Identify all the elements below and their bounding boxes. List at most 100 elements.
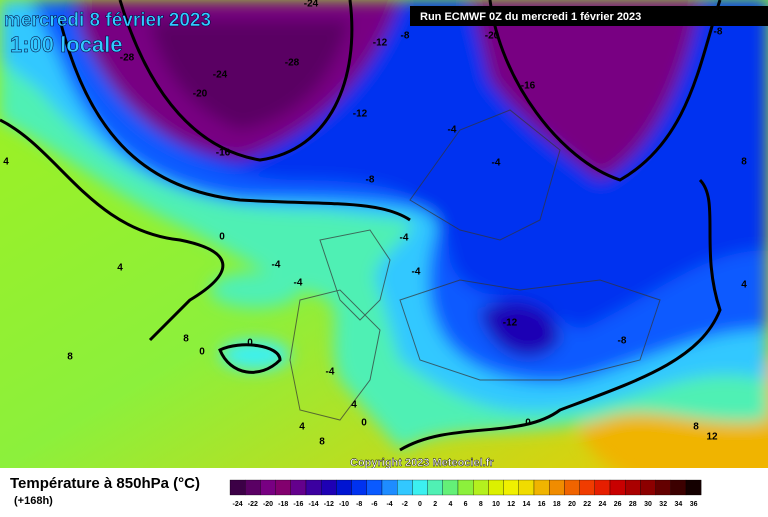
scale-swatch — [473, 479, 489, 496]
contour-label: -28 — [285, 58, 300, 69]
scale-swatch — [336, 479, 352, 496]
lead-time: (+168h) — [14, 495, 53, 507]
scale-label: 16 — [538, 501, 546, 508]
scale-label: -8 — [356, 501, 362, 508]
scale-label: 34 — [675, 501, 683, 508]
time: 1:00 locale — [10, 32, 123, 57]
scale-swatch — [351, 479, 367, 496]
scale-label: -22 — [248, 501, 258, 508]
contour-label: -4 — [492, 158, 501, 169]
contour-label: -4 — [412, 267, 421, 278]
scale-label: -4 — [386, 501, 392, 508]
contour-label: 12 — [706, 432, 718, 443]
scale-label: -12 — [324, 501, 334, 508]
scale-label: 0 — [418, 501, 422, 508]
contour-label: 4 — [741, 280, 747, 291]
contour-label: -4 — [326, 367, 335, 378]
scale-label: -14 — [309, 501, 319, 508]
scale-swatch — [412, 479, 428, 496]
contour-label: 0 — [199, 347, 205, 358]
contour-label: -20 — [193, 89, 208, 100]
scale-label: 26 — [614, 501, 622, 508]
scale-label: 22 — [583, 501, 591, 508]
scale-swatch — [655, 479, 671, 496]
contour-label: 8 — [693, 422, 699, 433]
contour-label: -8 — [366, 175, 375, 186]
scale-label: 36 — [690, 501, 698, 508]
scale-swatch — [533, 479, 550, 496]
contour-label: -4 — [272, 260, 281, 271]
scale-label: 14 — [523, 501, 531, 508]
contour-label: -16 — [216, 148, 231, 159]
scale-label: -16 — [293, 501, 303, 508]
scale-label: 8 — [479, 501, 483, 508]
scale-swatch — [381, 479, 398, 496]
contour-label: -12 — [373, 38, 388, 49]
contour-label: 0 — [219, 232, 225, 243]
scale-swatch — [640, 479, 656, 496]
scale-swatch — [290, 479, 307, 496]
contour-label: 8 — [183, 334, 189, 345]
scale-swatch — [397, 479, 413, 496]
contour-label: -20 — [485, 31, 500, 42]
copyright: Copyright 2023 Meteociel.fr — [350, 457, 494, 469]
scale-label: 12 — [507, 501, 515, 508]
color-scale: -24 -22 -20 -18 -16 -14 -12 -10 -8 -6 -4 -2 0 2 4 6 8 10 1… — [229, 479, 702, 508]
scale-label: 18 — [553, 501, 561, 508]
contour-label: -28 — [120, 53, 135, 64]
scale-swatch — [518, 479, 535, 496]
scale-swatch — [564, 479, 580, 496]
scale-label: -18 — [278, 501, 288, 508]
scale-label: 30 — [644, 501, 652, 508]
contour-label: -8 — [714, 27, 723, 38]
scale-swatch — [229, 479, 246, 496]
scale-swatch — [245, 479, 261, 496]
contour-label: 8 — [67, 352, 73, 363]
scale-label: -20 — [263, 501, 273, 508]
contour-label: 8 — [319, 437, 325, 448]
scale-swatch — [579, 479, 595, 496]
contour-label: -24 — [213, 70, 228, 81]
contour-label: 0 — [247, 338, 253, 349]
contour-label: -4 — [448, 125, 457, 136]
contour-label: 4 — [3, 157, 9, 168]
run-banner — [410, 6, 768, 26]
contour-label: 0 — [525, 418, 531, 429]
scale-swatch — [549, 479, 565, 496]
contour-labels: -24 -28 -24 -28 -20 -16 -12 -8 -20 -8 -12 -16 -8 -4 -4… — [3, 0, 747, 448]
scale-swatch — [625, 479, 641, 496]
contour-label: 0 — [361, 418, 367, 429]
scale-label: -10 — [339, 501, 349, 508]
scale-label: -6 — [371, 501, 377, 508]
scale-swatch — [609, 479, 626, 496]
scale-label: 10 — [492, 501, 500, 508]
scale-label: -2 — [402, 501, 408, 508]
scale-swatch — [366, 479, 383, 496]
contour-label: -24 — [304, 0, 319, 10]
map — [0, 0, 768, 490]
scale-label: 28 — [629, 501, 637, 508]
scale-swatch — [260, 479, 276, 496]
scale-label: 4 — [448, 501, 452, 508]
scale-label: 32 — [659, 501, 667, 508]
scale-swatch — [488, 479, 504, 496]
contour-label: -8 — [401, 31, 410, 42]
contour-label: 4 — [117, 263, 123, 274]
scale-swatch — [305, 479, 322, 496]
contour-label: -4 — [294, 278, 303, 289]
contour-label: -12 — [353, 109, 368, 120]
scale-label: 20 — [568, 501, 576, 508]
scale-swatch — [427, 479, 443, 496]
scale-swatch — [685, 479, 702, 496]
legend-title: Température à 850hPa (°C) — [10, 475, 200, 492]
scale-label: -24 — [233, 501, 243, 508]
scale-swatch — [457, 479, 474, 496]
contour-label: -4 — [400, 233, 409, 244]
contour-label: -8 — [618, 336, 627, 347]
scale-label: 24 — [599, 501, 607, 508]
run-info: Run ECMWF 0Z du mercredi 1 février 2023 — [420, 11, 641, 23]
scale-swatch — [594, 479, 611, 496]
scale-swatch — [670, 479, 687, 496]
contour-label: 4 — [351, 400, 357, 411]
